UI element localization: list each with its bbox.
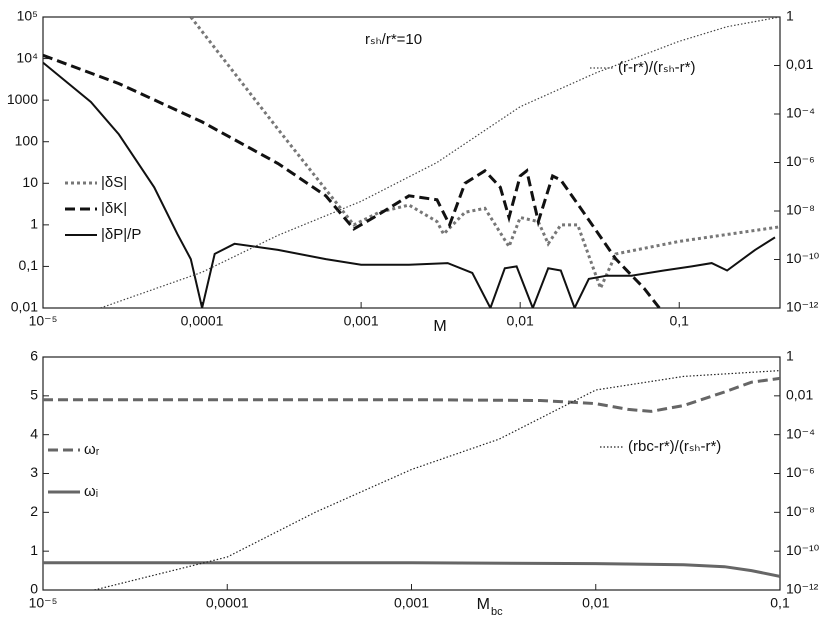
y2-tick-label: 0,01 [786, 56, 813, 72]
y-tick-label: 0 [30, 581, 38, 597]
legend-label: |δS| [101, 174, 127, 191]
y-tick-label: 4 [30, 425, 38, 441]
y-tick-label: 0,1 [19, 257, 39, 273]
y-tick-label: 2 [30, 503, 38, 519]
y2-tick-label: 10⁻⁶ [786, 464, 815, 480]
legend-label: (rbc-r*)/(rₛₕ-r*) [628, 438, 721, 455]
series-line [43, 561, 780, 578]
plot-frame [42, 356, 781, 591]
y-tick-label: 1 [30, 542, 38, 558]
y2-tick-label: 10⁻¹² [786, 581, 819, 597]
series-line [189, 17, 780, 293]
y-tick-label: 6 [30, 348, 38, 364]
y2-tick-label: 10⁻⁶ [786, 153, 815, 169]
x-tick-label: 10⁻⁵ [29, 595, 58, 611]
legend-label: (r-r*)/(rₛₕ-r*) [618, 59, 695, 76]
y-tick-label: 1 [30, 216, 38, 232]
y-tick-label: 0,01 [11, 299, 38, 315]
x-tick-label: 0,01 [507, 313, 534, 329]
y2-tick-label: 10⁻⁴ [786, 425, 815, 441]
x-axis-label: M [477, 596, 490, 613]
x-tick-label: 0,001 [344, 313, 379, 329]
y-tick-label: 100 [15, 132, 39, 148]
y2-tick-label: 10⁻¹⁰ [786, 542, 820, 558]
legend-label: |δP|/P [101, 226, 141, 243]
y-tick-label: 5 [30, 387, 38, 403]
y2-tick-label: 1 [786, 348, 794, 364]
y2-tick-label: 0,01 [786, 387, 813, 403]
legend-label: ωᵢ [84, 483, 98, 500]
x-axis-label-sub: bc [491, 606, 503, 618]
y2-tick-label: 1 [786, 8, 794, 24]
series-line [43, 61, 776, 308]
y2-tick-label: 10⁻⁴ [786, 105, 815, 121]
series-line [43, 376, 780, 413]
legend-label: ωᵣ [84, 441, 100, 458]
legend-label: |δK| [101, 200, 127, 217]
x-tick-label: 0,1 [770, 595, 790, 611]
x-tick-label: 10⁻⁵ [29, 313, 58, 329]
y2-tick-label: 10⁻¹⁰ [786, 250, 820, 266]
x-tick-label: 0,001 [394, 595, 429, 611]
y-tick-label: 1000 [7, 91, 38, 107]
x-tick-label: 0,01 [582, 595, 609, 611]
x-tick-label: 0,1 [670, 313, 690, 329]
y-tick-label: 10⁴ [16, 49, 38, 65]
x-tick-label: 0,0001 [206, 595, 249, 611]
x-tick-label: 0,0001 [181, 313, 224, 329]
x-axis-label: M [433, 318, 446, 335]
y-tick-label: 10⁵ [17, 8, 38, 24]
y-tick-label: 10 [22, 174, 38, 190]
y-tick-label: 3 [30, 464, 38, 480]
y2-tick-label: 10⁻⁸ [786, 202, 815, 218]
y2-tick-label: 10⁻¹² [786, 299, 819, 315]
series-line [100, 17, 780, 308]
annotation: rₛₕ/r*=10 [365, 31, 422, 48]
series-line [94, 370, 780, 590]
series-line [43, 53, 661, 308]
y2-tick-label: 10⁻⁸ [786, 503, 815, 519]
